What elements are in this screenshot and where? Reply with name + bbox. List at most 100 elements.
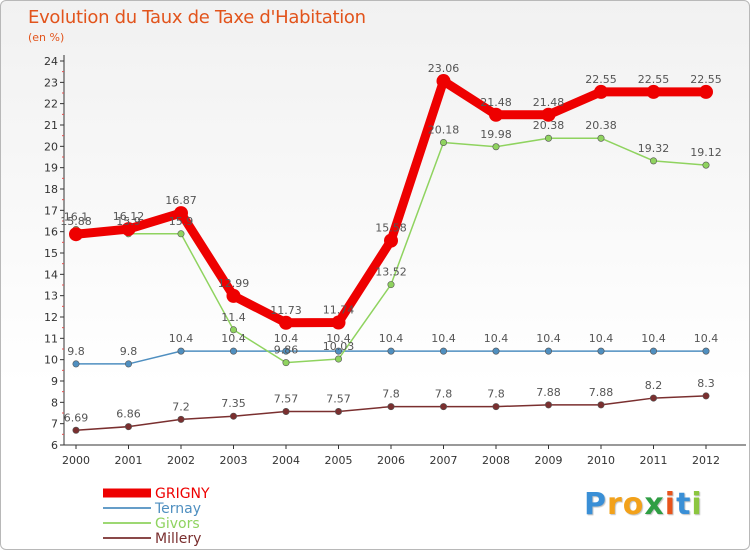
x-tick-label: 2003	[220, 454, 248, 467]
data-point-millery	[177, 415, 185, 423]
data-point-millery	[439, 403, 447, 411]
data-point-givors	[544, 134, 552, 142]
data-label-millery: 8.3	[697, 377, 715, 390]
y-tick-label: 21	[44, 119, 58, 132]
x-tick-label: 2000	[62, 454, 90, 467]
data-point-givors	[702, 161, 710, 169]
data-point-grigny	[226, 288, 241, 303]
data-point-givors	[177, 230, 185, 238]
data-label-grigny: 16.12	[113, 210, 145, 223]
data-label-grigny: 15.58	[375, 222, 407, 235]
y-tick-label: 6	[51, 439, 58, 452]
legend-label-givors: Givors	[155, 516, 200, 532]
y-tick-label: 14	[44, 268, 58, 281]
data-label-grigny: 23.06	[428, 62, 460, 75]
series-ternay	[72, 347, 710, 368]
y-tick-label: 15	[44, 247, 58, 260]
data-label-givors: 19.32	[638, 142, 670, 155]
logo-letter: r	[607, 487, 623, 522]
data-point-ternay	[334, 347, 342, 355]
data-point-grigny	[121, 222, 136, 237]
logo-letter: i	[664, 487, 677, 522]
data-label-millery: 7.57	[326, 393, 351, 406]
data-point-ternay	[387, 347, 395, 355]
logo-letter: P	[584, 487, 607, 522]
series-line-millery	[75, 395, 707, 432]
data-label-givors: 16.1	[64, 211, 89, 224]
y-tick-label: 11	[44, 332, 58, 345]
data-label-givors: 20.38	[533, 119, 565, 132]
data-label-millery: 7.88	[589, 386, 614, 399]
y-tick-label: 16	[44, 226, 58, 239]
data-label-ternay: 10.4	[169, 332, 194, 345]
y-tick-label: 10	[44, 354, 58, 367]
x-tick-label: 2009	[535, 454, 563, 467]
data-label-millery: 7.8	[435, 388, 453, 401]
data-point-millery	[544, 401, 552, 409]
series-line-givors	[75, 137, 707, 364]
data-point-grigny	[436, 74, 451, 89]
data-label-grigny: 11.74	[323, 304, 355, 317]
chart-title: Evolution du Taux de Taxe d'Habitation	[28, 7, 366, 28]
data-point-millery	[492, 403, 500, 411]
data-label-givors: 9.86	[274, 344, 299, 357]
data-label-givors: 19.12	[690, 146, 722, 159]
data-label-millery: 7.8	[487, 388, 505, 401]
data-label-millery: 7.35	[221, 397, 246, 410]
data-point-ternay	[72, 360, 80, 368]
data-label-givors: 20.38	[585, 119, 617, 132]
data-label-millery: 7.8	[382, 388, 400, 401]
y-tick-label: 8	[51, 396, 58, 409]
data-label-millery: 8.2	[645, 379, 663, 392]
series-grigny	[69, 74, 713, 330]
legend	[103, 488, 151, 539]
data-label-ternay: 10.4	[379, 332, 404, 345]
data-label-ternay: 10.4	[431, 332, 456, 345]
data-point-ternay	[177, 347, 185, 355]
data-point-ternay	[230, 347, 238, 355]
data-label-ternay: 10.4	[221, 332, 246, 345]
data-point-millery	[597, 401, 605, 409]
y-tick-label: 12	[44, 311, 58, 324]
x-tick-label: 2006	[377, 454, 405, 467]
data-label-givors: 10.03	[323, 340, 355, 353]
data-point-ternay	[125, 360, 133, 368]
data-point-grigny	[699, 84, 713, 99]
y-tick-label: 13	[44, 290, 58, 303]
data-label-givors: 11.4	[221, 311, 246, 324]
data-point-ternay	[544, 347, 552, 355]
data-point-ternay	[492, 347, 500, 355]
data-point-ternay	[282, 347, 290, 355]
data-point-givors	[282, 359, 290, 367]
data-label-ternay: 10.4	[326, 332, 351, 345]
legend-label-millery: Millery	[155, 531, 201, 547]
data-point-grigny	[541, 107, 556, 122]
x-tick-label: 2011	[640, 454, 668, 467]
data-label-grigny: 21.48	[480, 96, 512, 109]
data-label-grigny: 15.88	[60, 215, 92, 228]
data-point-givors	[334, 355, 342, 363]
data-point-grigny	[646, 84, 661, 99]
x-tick-label: 2004	[272, 454, 300, 467]
data-label-givors: 13.52	[375, 266, 407, 279]
x-tick-label: 2002	[167, 454, 195, 467]
data-label-givors: 20.18	[428, 123, 460, 136]
data-point-ternay	[439, 347, 447, 355]
data-label-grigny: 11.73	[270, 304, 302, 317]
data-label-millery: 7.57	[274, 393, 299, 406]
data-point-millery	[72, 426, 80, 434]
data-point-givors	[492, 143, 500, 151]
x-tick-label: 2008	[482, 454, 510, 467]
data-label-grigny: 21.48	[533, 96, 565, 109]
data-point-givors	[649, 157, 657, 165]
data-point-ternay	[597, 347, 605, 355]
data-label-millery: 6.86	[116, 408, 141, 421]
data-label-grigny: 22.55	[638, 73, 670, 86]
y-tick-label: 22	[44, 98, 58, 111]
data-point-givors	[439, 138, 447, 146]
data-label-ternay: 10.4	[484, 332, 509, 345]
series-givors	[72, 134, 710, 367]
data-label-grigny: 22.55	[690, 73, 722, 86]
data-point-millery	[282, 408, 290, 416]
data-label-givors: 15.9	[116, 215, 141, 228]
